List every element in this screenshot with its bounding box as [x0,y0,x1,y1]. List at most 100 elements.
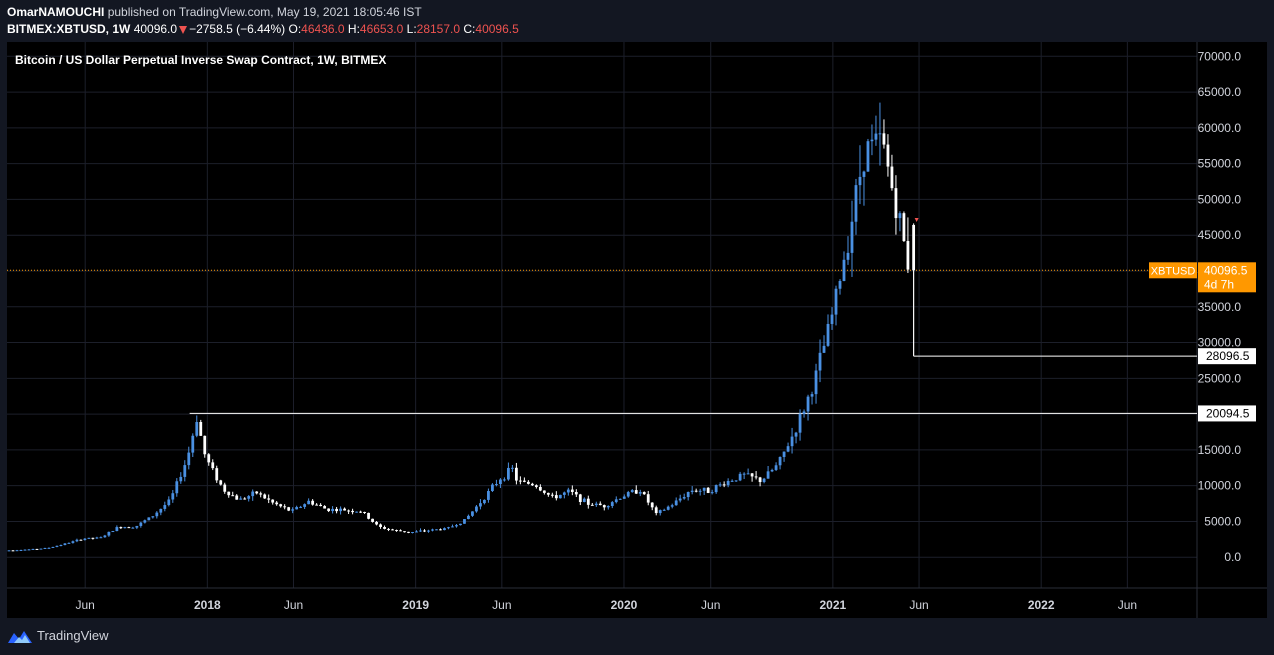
candle-body [431,529,434,531]
candle-body [858,176,862,186]
candle-body [327,508,331,512]
candle-body [207,454,211,463]
candle-body [850,221,854,253]
candle-body [11,550,15,552]
candle-body [558,494,562,499]
candle-body [447,527,450,529]
symbol-label[interactable]: BITMEX:XBTUSD, 1W [7,22,131,36]
candle-body [646,494,650,503]
candle-body [566,489,570,493]
candle-body [734,480,738,482]
y-tick-label: 35000.0 [1198,300,1242,314]
publish-info: OmarNAMOUCHI published on TradingView.co… [7,5,422,19]
low-label: L: [406,22,417,36]
price-chart[interactable]: Bitcoin / US Dollar Perpetual Inverse Sw… [7,42,1267,618]
candle-body [331,508,335,512]
candle-body [219,480,223,485]
last-value: 40096.0 [133,22,178,36]
candle-body [866,141,870,172]
down-marker-icon [914,218,919,223]
last-price-badge [1198,262,1256,293]
candle-body [894,188,898,219]
ohlc-legend: BITMEX:XBTUSD, 1W 40096.0 −2758.5 (−6.44%… [7,22,519,36]
candle-body [55,545,59,547]
candle-body [367,512,370,519]
footer: TradingView [0,619,1274,655]
change-value: −2758.5 (−6.44%) [189,22,286,36]
candle-body [75,539,79,542]
candle-body [906,241,910,270]
candle-body [630,490,634,493]
candle-body [243,498,247,500]
candle-body [830,314,834,324]
candle-body [407,531,410,533]
candle-body [694,490,698,492]
candle-body [846,252,850,260]
candle-body [834,288,838,315]
candle-body [79,539,83,541]
author-name[interactable]: OmarNAMOUCHI [7,5,105,19]
candle-body [810,394,814,397]
candle-body [59,545,63,547]
candle-body [814,370,818,395]
candle-body [107,531,111,536]
candle-body [898,213,902,219]
candle-body [686,492,690,498]
symbol-badge-label: XBTUSD [1151,265,1196,277]
candle-body [7,550,11,552]
candle-body [670,505,674,507]
candle-body [862,171,866,177]
candle-body [790,436,794,447]
candle-body [459,523,462,526]
candle-body [151,516,155,518]
candle-body [818,352,822,371]
candle-body [750,473,754,477]
chart-area[interactable]: Bitcoin / US Dollar Perpetual Inverse Sw… [7,42,1267,618]
x-tick-label: 2022 [1028,598,1055,612]
x-tick-label: Jun [1118,598,1137,612]
candle-body [319,504,323,507]
candle-body [47,547,51,549]
candle-body [351,510,354,513]
candle-body [359,511,362,513]
candle-body [654,507,658,514]
candle-body [123,527,127,529]
candle-body [726,480,730,486]
candle-body [758,477,762,483]
candle-body [27,549,31,551]
candle-body [578,494,582,502]
candle-body [550,494,554,496]
candle-body [698,490,702,492]
tradingview-brand[interactable]: TradingView [8,628,109,643]
y-tick-label: 30000.0 [1198,336,1242,350]
candle-body [554,495,558,499]
tradingview-logo-icon [8,630,32,643]
y-tick-label: 25000.0 [1198,371,1242,385]
candle-body [239,498,243,500]
candle-body [311,500,315,505]
candle-body [187,452,191,466]
candle-body [227,491,231,496]
candle-body [522,480,526,482]
candle-body [247,496,251,499]
candle-body [211,462,215,469]
candle-body [886,144,890,167]
candle-body [762,478,766,483]
candle-body [87,537,91,539]
candle-body [842,259,846,281]
candle-body [295,507,299,510]
candle-body [275,502,279,505]
y-tick-label: 0.0 [1224,550,1241,564]
candle-body [506,467,510,480]
candle-body [439,529,442,531]
candle-body [722,484,726,486]
candle-body [251,491,255,497]
chart-header: OmarNAMOUCHI published on TradingView.co… [0,0,1274,42]
candle-body [718,484,722,486]
candle-body [518,480,522,482]
open-value: 46436.0 [301,22,345,36]
candle-body [838,280,842,289]
candle-body [163,505,167,509]
close-value: 40096.5 [475,22,519,36]
candle-body [582,498,586,502]
